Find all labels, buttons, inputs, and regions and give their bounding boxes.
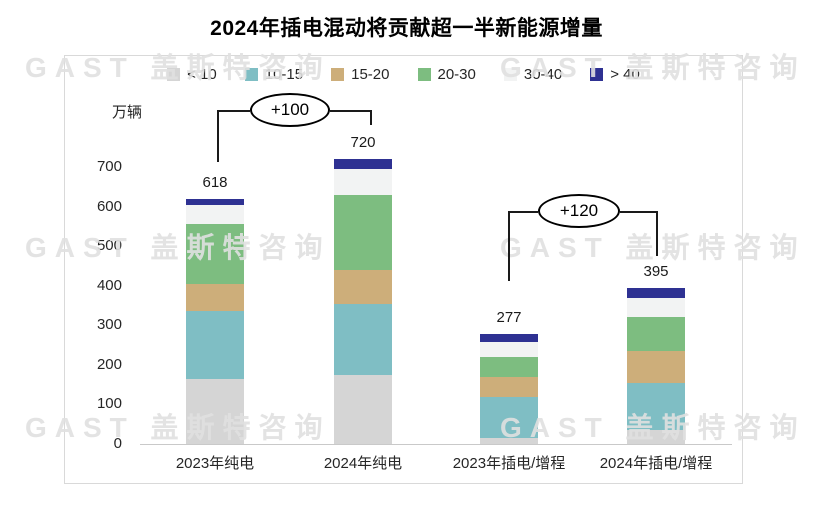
legend-item-label: 20-30 [437, 66, 476, 83]
y-tick-100: 100 [96, 395, 122, 413]
bar-segment-3-5 [627, 287, 685, 298]
bar-segment-2-1 [480, 396, 538, 439]
bar-total-label-2: 277 [496, 309, 522, 327]
annotation-0-connector-0 [217, 110, 250, 112]
legend-item-2: 15-20 [331, 66, 390, 83]
bar-segment-0-5 [186, 199, 244, 206]
legend-swatch-icon [417, 68, 431, 81]
bar-segment-2-2 [480, 376, 538, 397]
bar-segment-1-3 [334, 194, 392, 270]
watermark-text-3: GAST 盖斯特咨询 [500, 232, 806, 263]
legend-item-label: < 10 [187, 66, 217, 83]
annotation-0-connector-2 [330, 110, 370, 112]
bar-segment-3-0 [627, 430, 685, 444]
bar-segment-1-0 [334, 374, 392, 444]
watermark-text-4: GAST 盖斯特咨询 [25, 412, 331, 443]
watermark-text-0: GAST 盖斯特咨询 [25, 52, 331, 83]
bar-segment-0-1 [186, 311, 244, 379]
annotation-1-connector-2 [620, 211, 656, 213]
legend-item-label: 30-40 [523, 66, 563, 83]
legend-swatch-icon [331, 68, 345, 81]
bar-segment-0-3 [186, 224, 244, 284]
bar-segment-2-4 [480, 342, 538, 357]
x-axis-label-3: 2024年插电/增程 [599, 455, 713, 472]
bar-segment-0-0 [186, 378, 244, 444]
bar-segment-2-0 [480, 438, 538, 444]
legend-item-0: < 10 [167, 66, 217, 83]
bar-segment-2-5 [480, 334, 538, 343]
bar-total-label-0: 618 [202, 174, 228, 192]
bar-total-label-3: 395 [643, 262, 669, 280]
chart-title: 2024年插电混动将贡献超一半新能源增量 [210, 17, 603, 40]
y-tick-700: 700 [96, 158, 122, 175]
y-axis-unit-label: 万辆 [112, 104, 143, 121]
legend-item-label: 10-15 [264, 66, 304, 83]
bar-segment-1-2 [334, 269, 392, 304]
bar-segment-3-4 [627, 297, 685, 318]
annotation-1-connector-1 [508, 211, 510, 281]
legend-item-label: 15-20 [351, 66, 390, 83]
x-axis-label-1: 2024年纯电 [323, 455, 403, 472]
watermark-text-1: GAST 盖斯特咨询 [500, 52, 806, 83]
y-tick-600: 600 [96, 197, 122, 215]
legend-item-label: > 40 [610, 66, 640, 83]
legend-swatch-icon [244, 68, 258, 81]
bar-segment-0-4 [186, 205, 244, 225]
legend-swatch-icon [503, 68, 517, 81]
annotation-0-connector-1 [217, 110, 219, 162]
legend-item-4: 30-40 [503, 66, 563, 83]
annotation-0-connector-3 [370, 110, 372, 125]
plot-area-border [64, 55, 743, 484]
bar-segment-1-1 [334, 303, 392, 375]
legend-item-3: 20-30 [417, 66, 476, 83]
y-tick-200: 200 [96, 355, 122, 373]
annotation-1-connector-0 [508, 211, 538, 213]
bar-segment-3-1 [627, 382, 685, 431]
bar-segment-1-4 [334, 168, 392, 195]
bar-segment-3-3 [627, 317, 685, 351]
annotation-delta-badge-1: +120 [538, 194, 620, 228]
bar-segment-1-5 [334, 159, 392, 169]
bar-total-label-1: 720 [350, 134, 376, 152]
bar-segment-2-3 [480, 356, 538, 377]
x-axis-label-0: 2023年纯电 [175, 455, 255, 472]
y-tick-500: 500 [96, 237, 122, 255]
legend-swatch-icon [167, 68, 181, 81]
y-tick-300: 300 [96, 316, 122, 334]
x-axis-line [140, 444, 732, 445]
bar-segment-3-2 [627, 351, 685, 383]
legend-swatch-icon [590, 68, 604, 81]
bar-segment-0-2 [186, 283, 244, 312]
watermark-text-5: GAST 盖斯特咨询 [500, 412, 806, 443]
legend: < 10 10-15 15-20 20-30 30-40 > 40 [64, 66, 743, 83]
x-axis-label-2: 2023年插电/增程 [452, 455, 566, 472]
annotation-1-connector-3 [656, 211, 658, 256]
watermark-text-2: GAST 盖斯特咨询 [25, 232, 331, 263]
y-tick-0: 0 [113, 435, 122, 452]
annotation-delta-badge-0: +100 [250, 93, 330, 127]
y-tick-400: 400 [96, 276, 122, 294]
legend-item-1: 10-15 [244, 66, 304, 83]
legend-item-5: > 40 [590, 66, 640, 83]
